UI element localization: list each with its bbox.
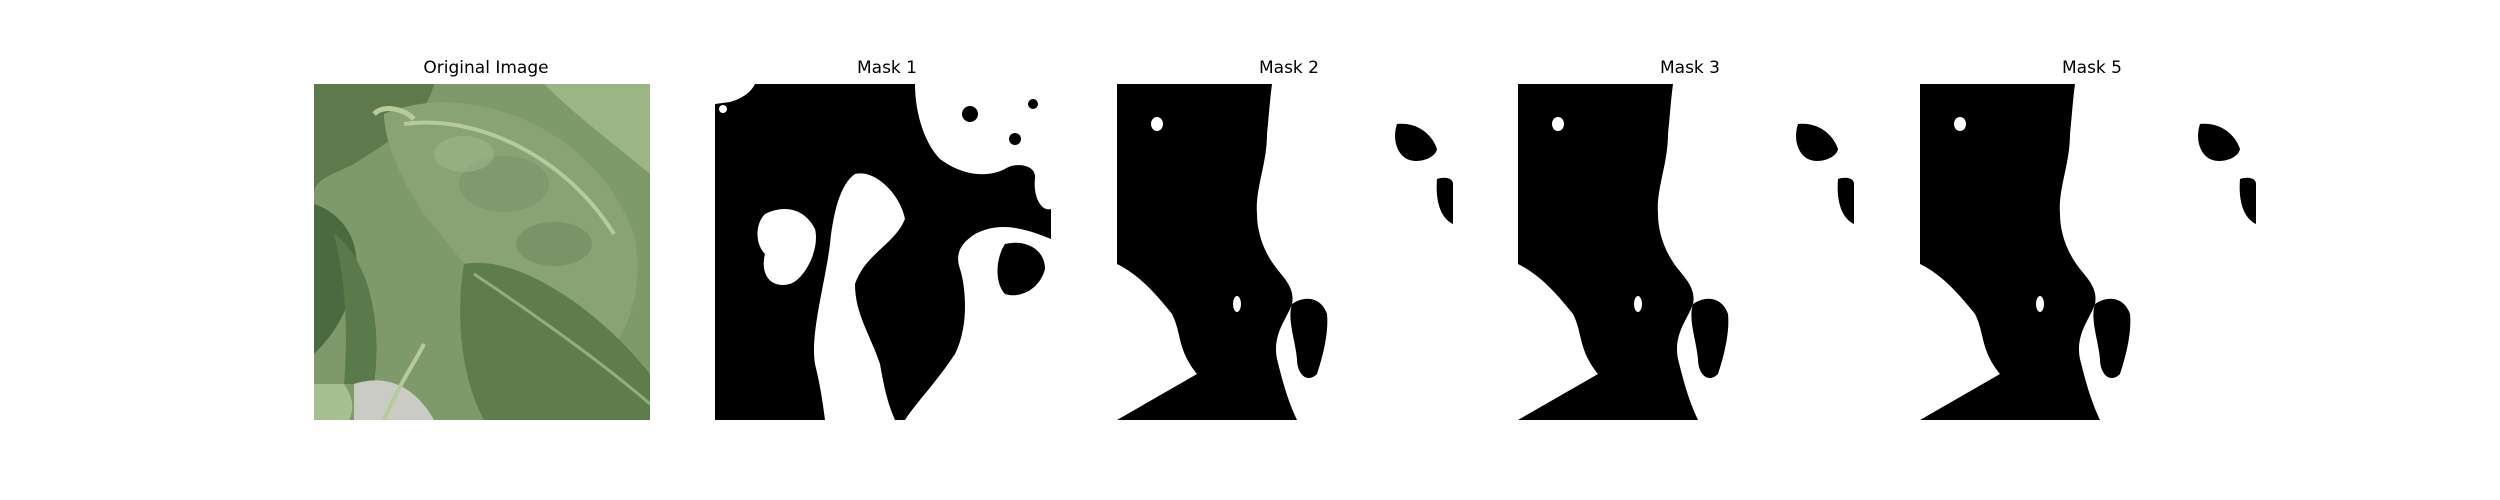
mask-image-2 [1117,84,1453,420]
mask-image-5 [1920,84,2256,420]
mask-image-3 [1518,84,1854,420]
panel-title: Mask 1 [715,58,1059,78]
original-leaf-photo [314,84,650,420]
panel-title: Original Image [314,58,658,78]
panel-title: Mask 3 [1518,58,1862,78]
panel-title: Mask 5 [1920,58,2264,78]
mask-image-1 [715,84,1051,420]
panel-title: Mask 2 [1117,58,1461,78]
